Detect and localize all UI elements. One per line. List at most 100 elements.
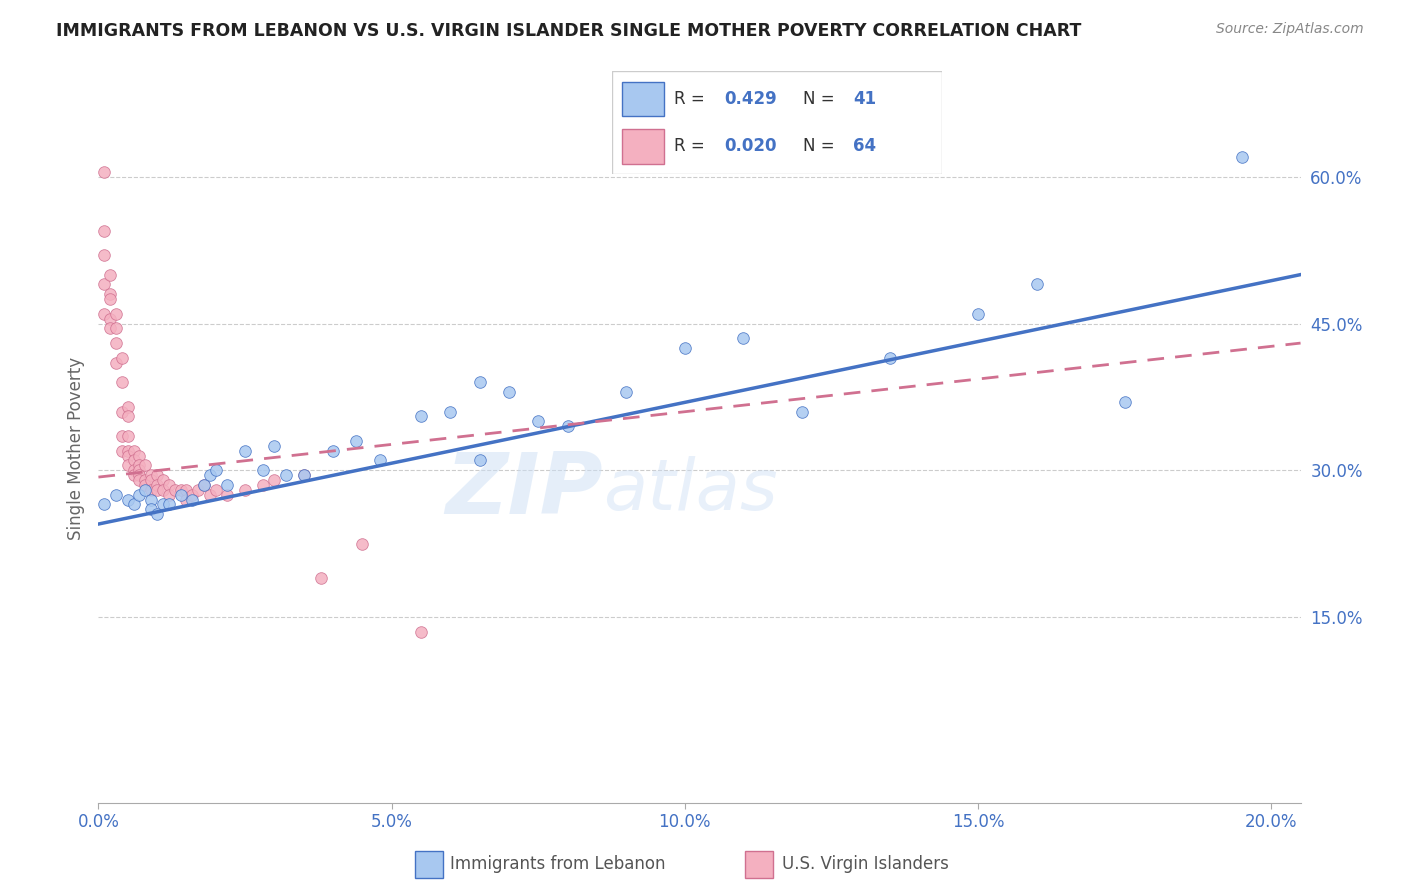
- FancyBboxPatch shape: [621, 81, 665, 117]
- Point: [198, 488, 221, 502]
- Point: [98, 287, 121, 301]
- Point: [352, 536, 374, 550]
- Point: [614, 384, 637, 399]
- Point: [263, 473, 285, 487]
- Text: ZIP: ZIP: [446, 450, 603, 533]
- Point: [93, 224, 115, 238]
- Point: [128, 488, 150, 502]
- Point: [146, 468, 169, 483]
- Point: [111, 404, 134, 418]
- Point: [498, 384, 520, 399]
- Point: [98, 292, 121, 306]
- Point: [93, 277, 115, 292]
- Point: [141, 502, 163, 516]
- Text: 64: 64: [853, 137, 876, 155]
- Point: [879, 351, 901, 365]
- Point: [169, 488, 191, 502]
- Point: [233, 483, 256, 497]
- Point: [967, 307, 990, 321]
- Point: [134, 473, 156, 487]
- Point: [111, 351, 134, 365]
- Point: [439, 404, 461, 418]
- Point: [1114, 394, 1136, 409]
- Text: 0.020: 0.020: [724, 137, 776, 155]
- Point: [105, 321, 128, 335]
- Text: Source: ZipAtlas.com: Source: ZipAtlas.com: [1216, 22, 1364, 37]
- Point: [98, 321, 121, 335]
- Point: [105, 356, 128, 370]
- Text: N =: N =: [803, 90, 841, 108]
- Text: Immigrants from Lebanon: Immigrants from Lebanon: [450, 855, 665, 873]
- Point: [146, 483, 169, 497]
- Point: [134, 478, 156, 492]
- Point: [790, 404, 813, 418]
- Point: [217, 478, 239, 492]
- Point: [181, 492, 204, 507]
- Point: [409, 624, 432, 639]
- Point: [93, 248, 115, 262]
- Point: [122, 498, 145, 512]
- Point: [346, 434, 368, 448]
- Point: [141, 483, 163, 497]
- Point: [1230, 150, 1253, 164]
- Point: [152, 473, 174, 487]
- Point: [733, 331, 755, 345]
- Point: [409, 409, 432, 424]
- Point: [93, 165, 115, 179]
- Y-axis label: Single Mother Poverty: Single Mother Poverty: [66, 357, 84, 540]
- Text: N =: N =: [803, 137, 841, 155]
- Point: [128, 468, 150, 483]
- Point: [105, 307, 128, 321]
- Point: [111, 375, 134, 389]
- Point: [122, 443, 145, 458]
- Point: [274, 468, 297, 483]
- Point: [93, 498, 115, 512]
- Point: [176, 492, 198, 507]
- Point: [105, 336, 128, 351]
- Point: [122, 468, 145, 483]
- Point: [146, 508, 169, 522]
- FancyBboxPatch shape: [612, 71, 942, 174]
- Point: [673, 341, 696, 355]
- Point: [117, 443, 139, 458]
- Point: [117, 449, 139, 463]
- Point: [98, 311, 121, 326]
- Point: [117, 429, 139, 443]
- Point: [122, 463, 145, 477]
- Point: [152, 483, 174, 497]
- Point: [193, 478, 215, 492]
- Point: [93, 307, 115, 321]
- Point: [527, 414, 550, 428]
- Point: [134, 483, 156, 497]
- Point: [128, 449, 150, 463]
- Point: [309, 571, 332, 585]
- Point: [157, 488, 180, 502]
- Point: [128, 458, 150, 473]
- Text: atlas: atlas: [603, 457, 778, 525]
- Point: [157, 478, 180, 492]
- Point: [263, 439, 285, 453]
- Point: [468, 375, 491, 389]
- Point: [198, 468, 221, 483]
- Point: [252, 463, 274, 477]
- Point: [111, 429, 134, 443]
- Text: U.S. Virgin Islanders: U.S. Virgin Islanders: [782, 855, 949, 873]
- Text: IMMIGRANTS FROM LEBANON VS U.S. VIRGIN ISLANDER SINGLE MOTHER POVERTY CORRELATIO: IMMIGRANTS FROM LEBANON VS U.S. VIRGIN I…: [56, 22, 1081, 40]
- Point: [111, 443, 134, 458]
- Point: [141, 492, 163, 507]
- Point: [128, 473, 150, 487]
- Point: [141, 468, 163, 483]
- Point: [468, 453, 491, 467]
- Point: [557, 419, 579, 434]
- Point: [217, 488, 239, 502]
- Point: [292, 468, 315, 483]
- Point: [117, 409, 139, 424]
- Point: [152, 498, 174, 512]
- Point: [128, 463, 150, 477]
- FancyBboxPatch shape: [621, 128, 665, 163]
- Point: [134, 458, 156, 473]
- Point: [181, 488, 204, 502]
- Text: 41: 41: [853, 90, 876, 108]
- Point: [117, 458, 139, 473]
- Point: [176, 483, 198, 497]
